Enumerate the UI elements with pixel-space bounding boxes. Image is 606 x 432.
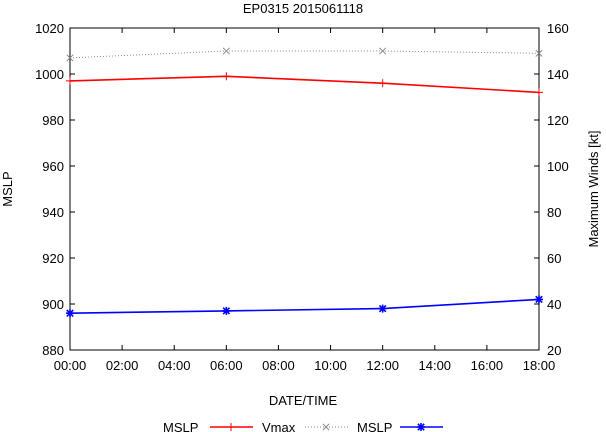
y-tick-label: 960 — [42, 159, 64, 174]
series-line-mslp — [69, 298, 540, 314]
data-point-penv — [222, 72, 231, 81]
x-tick-label: 14:00 — [419, 358, 452, 373]
chart-title: EP0315 2015061118 — [243, 1, 363, 16]
legend-label-mslp: MSLP — [357, 420, 392, 432]
data-point-penv — [535, 88, 543, 97]
y2-tick-label: 100 — [547, 159, 569, 174]
legend-marker-mslp — [417, 423, 425, 431]
legend-marker-vmax — [322, 423, 330, 431]
legend-label-vmax: Vmax — [262, 420, 296, 432]
y2-tick-label: 80 — [547, 205, 561, 220]
y-tick-label: 900 — [42, 297, 64, 312]
y-tick-label: 880 — [42, 343, 64, 358]
y2-tick-label: 160 — [547, 21, 569, 36]
y2-tick-label: 60 — [547, 251, 561, 266]
y-axis-left: 880 900 920 940 960 980 1000 1020 — [35, 21, 75, 358]
x-axis-label: DATE/TIME — [269, 393, 338, 408]
y-tick-label: 1020 — [35, 21, 64, 36]
x-tick-label: 18:00 — [523, 358, 556, 373]
data-point-mslp — [66, 309, 74, 318]
y-tick-label: 940 — [42, 205, 64, 220]
data-point-vmax — [66, 54, 74, 62]
x-tick-label: 06:00 — [210, 358, 243, 373]
x-tick-label: 00:00 — [54, 358, 87, 373]
data-point-mslp — [378, 304, 387, 313]
series-line-vmax — [69, 50, 540, 59]
x-tick-label: 02:00 — [106, 358, 139, 373]
data-point-vmax — [222, 47, 230, 55]
y2-tick-label: 140 — [547, 67, 569, 82]
data-point-vmax — [535, 49, 543, 57]
series-layer — [66, 47, 543, 318]
x-tick-label: 16:00 — [471, 358, 504, 373]
y2-tick-label: 120 — [547, 113, 569, 128]
x-tick-label: 12:00 — [366, 358, 399, 373]
legend-marker-penv — [227, 423, 235, 431]
x-tick-label: 10:00 — [314, 358, 347, 373]
y-axis-label: MSLP — [0, 171, 15, 206]
y-tick-label: 1000 — [35, 67, 64, 82]
data-point-penv — [378, 79, 387, 88]
y2-tick-label: 40 — [547, 297, 561, 312]
y-tick-label: 980 — [42, 113, 64, 128]
legend-title: MSLP — [163, 420, 198, 432]
data-point-penv — [66, 76, 74, 85]
data-point-vmax — [379, 47, 387, 55]
y2-axis-label: Maximum Winds [kt] — [586, 130, 601, 247]
legend: MSLP Vmax MSLP — [163, 420, 443, 432]
data-point-mslp — [222, 306, 231, 315]
x-tick-label: 08:00 — [262, 358, 295, 373]
y2-tick-label: 20 — [547, 343, 561, 358]
y-axis-right: 20 40 60 80 100 120 140 160 — [534, 21, 569, 358]
y-tick-label: 920 — [42, 251, 64, 266]
plot-frame — [69, 27, 540, 351]
data-point-mslp — [535, 295, 543, 304]
series-line-penv — [69, 75, 540, 94]
x-axis: 00:00 02:00 04:00 06:00 08:00 10:00 12:00 14:00… — [54, 28, 556, 373]
x-tick-label: 04:00 — [158, 358, 191, 373]
